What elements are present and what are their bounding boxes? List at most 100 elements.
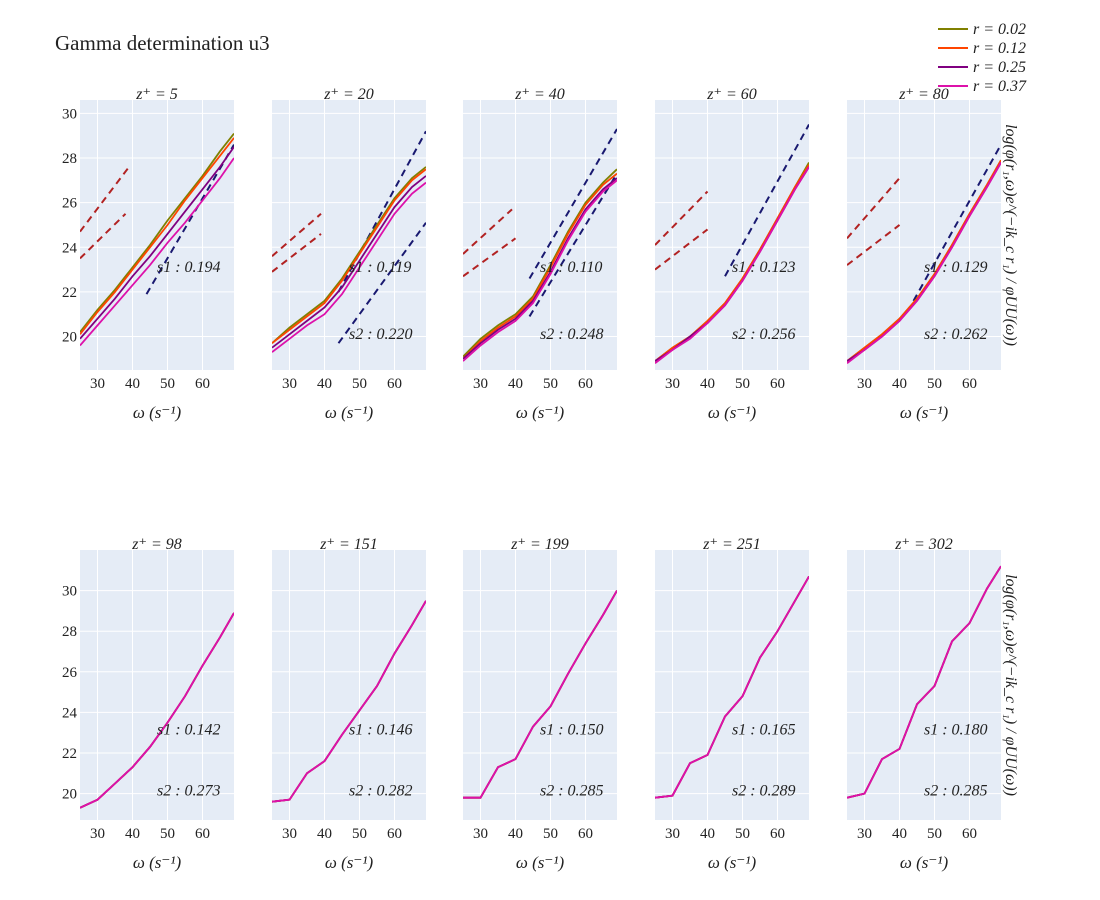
x-axis-label: ω (s⁻¹)	[708, 403, 757, 422]
plot-area	[80, 550, 234, 820]
x-axis-label: ω (s⁻¹)	[708, 853, 757, 872]
slope-annotation-0: s1 : 0.180	[924, 722, 988, 739]
series-line-3	[272, 600, 426, 803]
slope-annotation-1: s2 : 0.256	[732, 326, 796, 343]
slope-annotation-0: s1 : 0.165	[732, 722, 796, 739]
series-line-1	[272, 168, 426, 344]
series-line-3	[847, 565, 1001, 799]
slope-annotation-0: s1 : 0.110	[540, 259, 602, 276]
x-tick-label: 40	[317, 376, 332, 392]
subplot-title: z⁺ = 40	[514, 86, 564, 103]
series-line-1	[847, 159, 1001, 362]
series-line-1	[80, 137, 234, 335]
x-tick-label: 40	[317, 826, 332, 842]
x-tick-label: 60	[962, 826, 977, 842]
subplot-title: z⁺ = 302	[894, 536, 952, 553]
slope-annotation-1: s2 : 0.273	[157, 783, 221, 800]
x-tick-label: 60	[387, 376, 402, 392]
legend-label-3: r = 0.37	[973, 78, 1027, 95]
x-axis-label: ω (s⁻¹)	[900, 403, 949, 422]
x-tick-label: 60	[195, 826, 210, 842]
x-tick-label: 60	[195, 376, 210, 392]
x-tick-label: 30	[665, 376, 680, 392]
fit-line-low-0	[655, 190, 709, 246]
panel-9: 30 40 50 60 s1 : 0.180 s2 : 0.285 z⁺ = 302 ω (s…	[847, 536, 1001, 872]
x-axis-label: ω (s⁻¹)	[900, 853, 949, 872]
series-line-3	[80, 157, 234, 347]
slope-annotation-0: s1 : 0.150	[540, 722, 604, 739]
slope-annotation-1: s2 : 0.289	[732, 783, 796, 800]
subplot-title: z⁺ = 20	[323, 86, 373, 103]
chart-title: Gamma determination u3	[55, 31, 270, 55]
x-tick-label: 30	[282, 826, 297, 842]
subplot-title: z⁺ = 60	[706, 86, 756, 103]
slope-annotation-0: s1 : 0.123	[732, 259, 796, 276]
x-axis-label: ω (s⁻¹)	[516, 403, 565, 422]
x-tick-label: 40	[892, 826, 907, 842]
fit-line-high-3	[528, 173, 617, 317]
legend-label-0: r = 0.02	[973, 21, 1026, 38]
x-tick-label: 40	[892, 376, 907, 392]
y-tick-label: 22	[62, 746, 77, 762]
subplot-title: z⁺ = 199	[510, 536, 568, 553]
fit-line-high-2	[724, 124, 809, 277]
x-axis-label: ω (s⁻¹)	[133, 403, 182, 422]
x-tick-label: 30	[857, 376, 872, 392]
x-tick-label: 30	[90, 376, 105, 392]
x-axis-label: ω (s⁻¹)	[133, 853, 182, 872]
plot-area	[847, 550, 1001, 820]
legend: r = 0.02 r = 0.12 r = 0.25 r = 0.37	[938, 21, 1027, 95]
x-tick-label: 30	[473, 826, 488, 842]
x-axis-label: ω (s⁻¹)	[325, 853, 374, 872]
legend-label-1: r = 0.12	[973, 40, 1026, 57]
slope-annotation-0: s1 : 0.142	[157, 722, 221, 739]
panel-6: 30 40 50 60 s1 : 0.146 s2 : 0.282 z⁺ = 151 ω (s…	[272, 536, 426, 872]
x-tick-label: 50	[735, 826, 750, 842]
slope-annotation-1: s2 : 0.285	[924, 783, 988, 800]
panel-7: 30 40 50 60 s1 : 0.150 s2 : 0.285 z⁺ = 199 ω (s…	[463, 536, 617, 872]
series-line-1	[463, 172, 617, 360]
slope-annotation-0: s1 : 0.146	[349, 722, 413, 739]
plot-area	[655, 550, 809, 820]
fit-line-high-3	[337, 222, 426, 344]
y-tick-label: 24	[62, 705, 78, 721]
series-line-0	[463, 168, 617, 358]
plot-area	[272, 100, 426, 370]
x-tick-label: 60	[578, 376, 593, 392]
slope-annotation-0: s1 : 0.194	[157, 259, 221, 276]
x-tick-label: 50	[352, 826, 367, 842]
series-line-3	[655, 166, 809, 365]
plot-area	[272, 550, 426, 820]
panel-2: 30 40 50 60 s1 : 0.110 s2 : 0.248 z⁺ = 40 ω (s⁻…	[463, 86, 617, 422]
series-line-3	[463, 590, 617, 799]
series-line-2	[463, 177, 617, 360]
fit-line-high-2	[528, 128, 617, 280]
panel-4: 30 40 50 60 s1 : 0.129 s2 : 0.262 z⁺ = 80 ω (s⁻…	[847, 86, 1001, 422]
plot-area	[847, 100, 1001, 370]
y-tick-label: 30	[62, 106, 77, 122]
x-tick-label: 30	[473, 376, 488, 392]
x-tick-label: 30	[665, 826, 680, 842]
fit-line-low-0	[847, 177, 901, 240]
series-line-3	[272, 181, 426, 353]
y-tick-label: 22	[62, 285, 77, 301]
y-tick-label: 20	[62, 330, 77, 346]
subplot-title: z⁺ = 151	[319, 536, 377, 553]
x-tick-label: 40	[508, 376, 523, 392]
chart-panels: 30 40 50 60 20 22 24 26 28 30 s1 : 0.194 z⁺ = 5 ω (s…	[62, 86, 1001, 872]
series-line-2	[80, 146, 234, 340]
fit-line-high-2	[145, 144, 234, 295]
series-line-0	[272, 166, 426, 344]
x-tick-label: 60	[387, 826, 402, 842]
panel-5: 30 40 50 60 20 22 24 26 28 30 s1 : 0.142 s2 : 0.273…	[62, 536, 234, 872]
x-tick-label: 50	[352, 376, 367, 392]
x-tick-label: 40	[125, 376, 140, 392]
x-tick-label: 50	[927, 826, 942, 842]
panel-1: 30 40 50 60 s1 : 0.119 s2 : 0.220 z⁺ = 20 ω (s⁻…	[272, 86, 426, 422]
y-tick-label: 30	[62, 584, 77, 600]
subplot-title: z⁺ = 251	[702, 536, 760, 553]
y-tick-label: 28	[62, 151, 77, 167]
y-tick-label: 24	[62, 240, 78, 256]
y-tick-label: 26	[62, 665, 78, 681]
x-tick-label: 40	[508, 826, 523, 842]
